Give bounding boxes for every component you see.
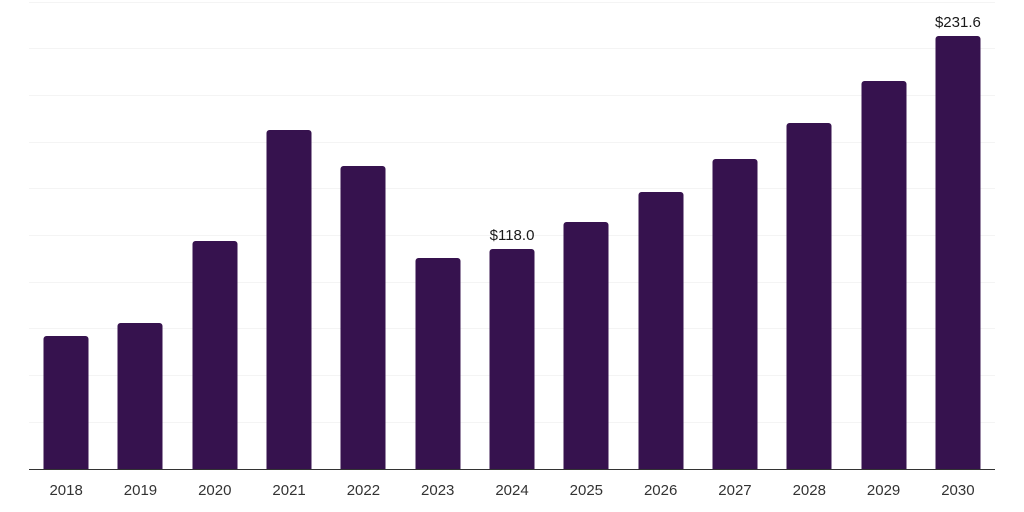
- x-tick-label-2029: 2029: [866, 482, 901, 499]
- x-tick-label-2026: 2026: [643, 482, 678, 499]
- x-tick-label-2023: 2023: [421, 482, 455, 499]
- bar-2023: [415, 258, 461, 469]
- plot-area: $118.0 $231.6: [29, 1, 995, 470]
- bar-2022: [340, 165, 386, 469]
- bar-slot-2024: $118.0: [475, 2, 549, 469]
- bar-slot-2020: [178, 2, 252, 469]
- x-tick-label-2027: 2027: [718, 482, 752, 499]
- bar-slot-2025: [549, 2, 623, 469]
- x-tick-label-2022: 2022: [346, 482, 381, 499]
- x-tick-label-2021: 2021: [272, 482, 306, 499]
- x-tick-label-2019: 2019: [123, 482, 158, 499]
- bar-2020: [192, 241, 238, 469]
- bar-2029: [861, 80, 907, 469]
- bar-slot-2023: [401, 2, 475, 469]
- bar-slot-2026: [624, 2, 698, 469]
- x-tick-label-2024: 2024: [495, 482, 529, 499]
- x-tick-label-2020: 2020: [198, 482, 232, 499]
- bar-2026: [638, 192, 684, 469]
- bar-2030: [935, 36, 981, 469]
- bar-slot-2019: [103, 2, 177, 469]
- bar-slot-2028: [772, 2, 846, 469]
- x-tick-label-2030: 2030: [941, 482, 975, 499]
- data-label-2024: $118.0: [489, 226, 535, 244]
- bar-2024: [489, 248, 535, 469]
- bar-2018: [43, 335, 89, 469]
- data-label-2030: $231.6: [934, 14, 981, 32]
- x-axis: 2018 2019 2020 2021 2022 2023 2024 2025 2026 2027…: [29, 482, 995, 499]
- bar-slot-2029: [846, 2, 920, 469]
- bar-2028: [786, 123, 832, 469]
- bar-slot-2027: [698, 2, 772, 469]
- bar-slot-2030: $231.6: [921, 2, 995, 469]
- bar-slot-2018: [29, 2, 103, 469]
- x-tick-label-2018: 2018: [49, 482, 83, 499]
- bar-2027: [712, 158, 758, 469]
- bar-2021: [266, 129, 312, 469]
- bar-2025: [563, 222, 609, 469]
- bar-slot-2022: [326, 2, 400, 469]
- bar-2019: [117, 323, 163, 469]
- x-tick-label-2025: 2025: [569, 482, 604, 499]
- x-tick-label-2028: 2028: [792, 482, 826, 499]
- bar-slot-2021: [252, 2, 326, 469]
